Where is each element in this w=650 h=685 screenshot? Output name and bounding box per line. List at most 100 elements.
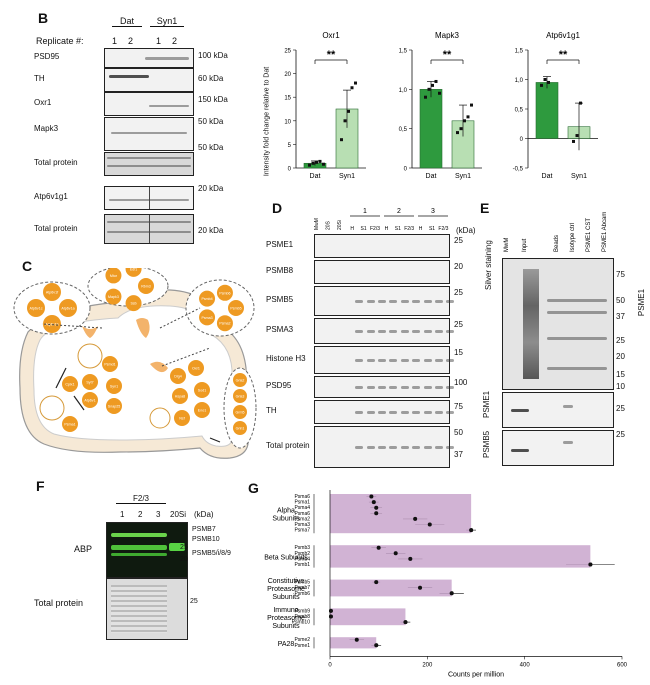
replicate-label: Replicate #: — [36, 36, 84, 46]
data-point — [431, 83, 434, 87]
y-tick-label: 0,5 — [399, 127, 408, 133]
g-point-top — [328, 608, 333, 613]
c-bottom-circle — [82, 374, 98, 390]
c-top-circle — [125, 295, 142, 312]
d-blot-4 — [314, 346, 455, 374]
d-band — [355, 386, 364, 389]
d-lane-header: MwM 20S 20Si H S1 F2/3 H S1 F2/3 H S1 F2/31 2 3 — [314, 208, 449, 232]
e-kda-mark: 75 — [616, 270, 625, 279]
d-band — [423, 300, 432, 303]
g-item-label: Psma7 — [294, 528, 310, 534]
blot-oxr1 — [104, 92, 194, 116]
panel-c-label: C — [22, 258, 33, 274]
y-tick-label: 0 — [404, 167, 408, 173]
arrow-3 — [209, 437, 221, 443]
data-point — [315, 160, 318, 164]
row-atp6v1g1: Atp6v1g1 — [34, 192, 68, 201]
c-left-label: Atp6v1c — [30, 307, 43, 311]
d-band — [412, 330, 421, 333]
d-band — [389, 446, 398, 449]
g-group-bar — [330, 608, 406, 626]
arrow-2 — [73, 395, 85, 411]
c-left-circle — [27, 299, 45, 317]
chart-mapk3: Mapk3 0 0,5 1,0 1,5 Dat Syn1 ** — [399, 31, 482, 180]
y-tick-label: 5 — [288, 143, 292, 149]
c-psme-label: Psmb4 — [201, 297, 212, 301]
d-band — [389, 386, 398, 389]
c-left-circle — [43, 315, 61, 333]
d-band — [446, 411, 455, 414]
c-right-label: Gria3 — [236, 395, 245, 399]
g-point-top — [374, 505, 379, 510]
c-bottom-label: Dlg4 — [174, 375, 181, 379]
bar — [419, 89, 443, 169]
g-group-label: Proteasome — [267, 586, 305, 593]
g-item-label: Psmb8 — [294, 614, 310, 620]
g-item-label: Psmb10 — [292, 620, 311, 626]
c-left-label: Atp6v1a — [61, 307, 74, 311]
c-psme-circle — [228, 300, 244, 316]
d-blot-3 — [314, 318, 455, 344]
d-band — [400, 359, 409, 362]
d-row-label: Histone H3 — [266, 354, 306, 363]
vesicle-3 — [149, 407, 171, 429]
c-bottom-circle — [82, 392, 98, 408]
f-lane-2: 2 — [138, 510, 143, 519]
g-point-top — [369, 494, 374, 499]
d-lane-label: F2/3 — [370, 226, 380, 232]
c-bottom-label: Cplx1 — [65, 383, 74, 387]
c-right-label: Grm5 — [236, 411, 245, 415]
g-point-top — [588, 562, 593, 567]
y-tick-label: 1,0 — [515, 78, 524, 84]
g-point-top — [469, 528, 474, 533]
data-point — [427, 87, 431, 91]
d-blot-7 — [314, 426, 455, 468]
d-kda: 20 — [454, 262, 463, 271]
d-band — [446, 300, 455, 303]
d-band — [446, 359, 455, 362]
data-point — [547, 80, 550, 84]
c-bottom-circle — [174, 410, 190, 426]
e-silver-blot — [502, 258, 614, 390]
leader-3 — [161, 347, 211, 367]
d-band — [389, 300, 398, 303]
c-right-circle — [233, 405, 247, 419]
c-bottom-label: Sod1 — [198, 389, 206, 393]
g-point-top — [354, 637, 359, 642]
d-lane-label: H — [350, 226, 354, 232]
c-bottom-circle — [194, 402, 210, 418]
x-tick-label: Dat — [310, 173, 321, 180]
c-top-label: Rbm3 — [141, 285, 151, 289]
d-band — [366, 386, 375, 389]
d-kda: 75 — [454, 402, 463, 411]
c-right-circle — [233, 389, 247, 403]
b-bar-charts: Oxr1 0 5 10 15 20 25 Dat Syn1 ** Mapk3 0 0,5 1,0 1,5 D… — [284, 31, 598, 180]
c-top-circle — [138, 278, 154, 294]
data-point — [463, 119, 466, 123]
panel-d-label: D — [272, 200, 283, 216]
g-group-bar — [330, 545, 591, 568]
d-blot-6 — [314, 400, 455, 424]
c-bottom-label: Snap25 — [108, 405, 120, 409]
d-lane-label: H — [385, 226, 389, 232]
data-point — [540, 83, 543, 87]
f-lane-3: 3 — [156, 510, 161, 519]
panel-e-label: E — [480, 200, 490, 216]
g-group-label: PA28 — [278, 641, 295, 648]
f-band-psmb5: PSMB5/i/8/9 — [192, 550, 231, 557]
kda-20a: 20 kDa — [198, 184, 224, 193]
c-psme-circle — [199, 309, 216, 326]
g-x-tick-label: 400 — [520, 662, 531, 668]
g-x-tick-label: 0 — [328, 662, 332, 668]
group-dat: Dat — [112, 16, 142, 27]
d-band — [378, 411, 386, 414]
g-item-label: Psma3 — [294, 522, 310, 528]
x-tick-label: Syn1 — [339, 173, 355, 180]
d-band — [435, 411, 443, 414]
e-blot-psmb5 — [502, 430, 614, 466]
g-item-label: Psmb5 — [294, 580, 310, 586]
g-group-label: Subunits — [272, 516, 300, 523]
g-item-label: Psma1 — [294, 500, 310, 506]
data-point — [456, 131, 459, 135]
d-band — [389, 330, 398, 333]
